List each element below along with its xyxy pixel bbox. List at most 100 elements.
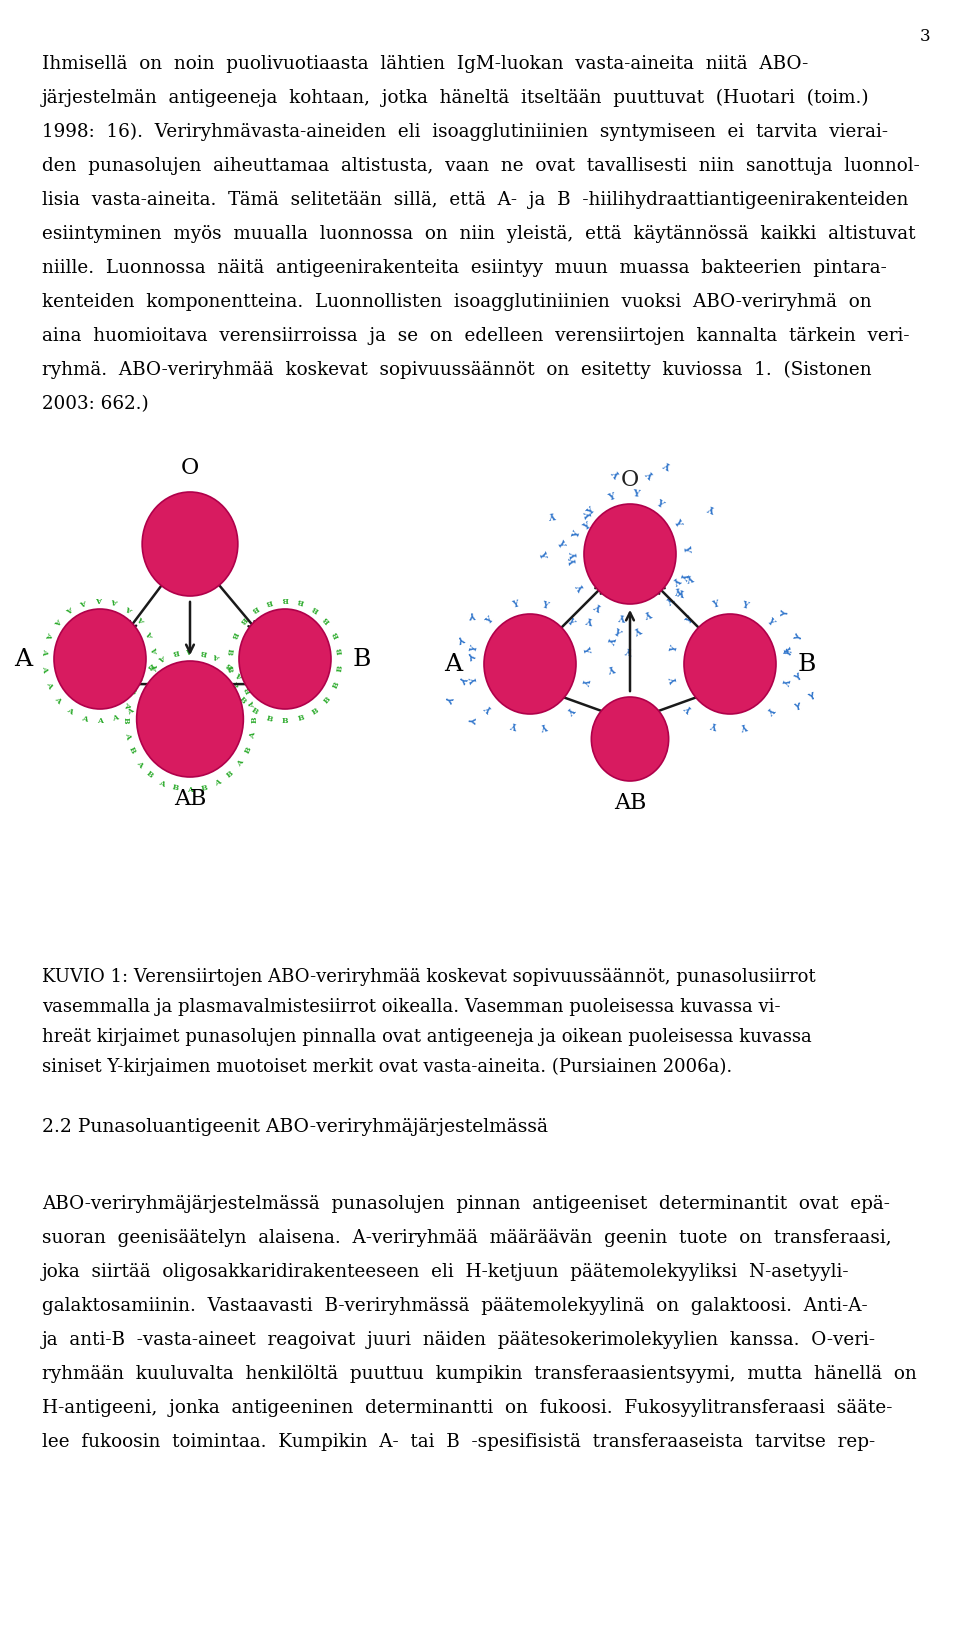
Text: Y: Y — [807, 692, 817, 702]
Text: B: B — [225, 770, 235, 780]
Text: B: B — [122, 717, 130, 723]
Text: Y: Y — [469, 644, 480, 653]
Text: vasemmalla ja plasmavalmistesiirrot oikealla. Vasemman puoleisessa kuvassa vi-: vasemmalla ja plasmavalmistesiirrot oike… — [42, 997, 780, 1015]
Text: O: O — [180, 456, 199, 478]
Text: B: B — [323, 615, 332, 625]
Text: A: A — [97, 595, 103, 603]
Text: A: A — [137, 695, 147, 704]
Text: Y: Y — [580, 676, 590, 686]
Text: hreät kirjaimet punasolujen pinnalla ovat antigeeneja ja oikean puoleisessa kuva: hreät kirjaimet punasolujen pinnalla ova… — [42, 1027, 812, 1045]
Text: B: B — [145, 659, 155, 671]
Text: AB: AB — [174, 788, 206, 809]
Text: Y: Y — [570, 550, 580, 559]
Text: B: B — [145, 770, 155, 780]
Text: B: B — [243, 745, 253, 755]
Text: Y: Y — [470, 608, 477, 618]
Text: A: A — [151, 664, 160, 672]
Text: Y: Y — [781, 610, 791, 616]
Text: Y: Y — [469, 676, 480, 686]
Text: B: B — [237, 615, 248, 625]
Text: A: A — [112, 714, 120, 723]
Text: ryhmään  kuuluvalta  henkilöltä  puuttuu  kumpikin  transferaasientsyymi,  mutta: ryhmään kuuluvalta henkilöltä puuttuu ku… — [42, 1365, 917, 1383]
Text: Y: Y — [672, 572, 683, 583]
Text: Y: Y — [780, 676, 790, 686]
Text: B: B — [172, 783, 180, 793]
Text: Y: Y — [585, 511, 595, 519]
Text: Y: Y — [456, 631, 466, 643]
Ellipse shape — [684, 615, 776, 715]
Text: A: A — [97, 717, 103, 725]
Text: Y: Y — [711, 600, 719, 610]
Text: A: A — [213, 651, 223, 661]
Ellipse shape — [591, 697, 668, 781]
Text: Y: Y — [466, 715, 475, 723]
Text: galaktosamiinin.  Vastaavasti  B-veriryhmässä  päätemolekyylinä  on  galaktoosi.: galaktosamiinin. Vastaavasti B-veriryhmä… — [42, 1297, 868, 1313]
Text: B: B — [265, 597, 274, 606]
Text: B: B — [251, 717, 258, 723]
Text: A: A — [137, 615, 147, 625]
Text: 2.2 Punasoluantigeenit ABO-veriryhmäjärjestelmässä: 2.2 Punasoluantigeenit ABO-veriryhmäjärj… — [42, 1117, 548, 1135]
Text: esiintyminen  myös  muualla  luonnossa  on  niin  yleistä,  että  käytännössä  k: esiintyminen myös muualla luonnossa on n… — [42, 224, 916, 242]
Text: Y: Y — [511, 719, 519, 730]
Text: Y: Y — [580, 644, 590, 653]
Text: Y: Y — [765, 704, 776, 714]
Text: Y: Y — [780, 644, 790, 653]
Text: A: A — [126, 603, 135, 613]
Text: Y: Y — [644, 606, 654, 618]
Text: A: A — [444, 653, 462, 676]
Text: A: A — [123, 700, 132, 707]
Text: A: A — [134, 671, 145, 681]
Text: Y: Y — [554, 539, 565, 549]
Text: A: A — [65, 705, 74, 715]
Text: Y: Y — [564, 615, 576, 626]
Text: Y: Y — [664, 592, 675, 603]
Text: A: A — [81, 597, 88, 606]
Text: Y: Y — [678, 585, 687, 597]
Text: B: B — [225, 659, 235, 671]
Text: A: A — [112, 597, 120, 606]
Text: Y: Y — [646, 468, 658, 480]
Text: B: B — [336, 648, 345, 654]
Text: Y: Y — [607, 491, 616, 503]
Text: Y: Y — [612, 468, 623, 480]
Text: Y: Y — [443, 692, 453, 702]
Text: Y: Y — [681, 544, 690, 552]
Text: A: A — [53, 695, 62, 704]
Text: B: B — [229, 630, 239, 639]
Text: A: A — [44, 630, 54, 639]
Text: Y: Y — [711, 719, 719, 730]
Text: A: A — [40, 648, 49, 654]
Text: Y: Y — [633, 489, 640, 499]
Text: joka  siirtää  oligosakkaridirakenteeseen  eli  H-ketjuun  päätemolekyyliksi  N-: joka siirtää oligosakkaridirakenteeseen … — [42, 1262, 850, 1280]
Text: Y: Y — [684, 615, 695, 626]
Text: Y: Y — [740, 600, 749, 610]
Text: ryhmä.  ABO-veriryhmää  koskevat  sopivuussäännöt  on  esitetty  kuviossa  1.  (: ryhmä. ABO-veriryhmää koskevat sopivuuss… — [42, 361, 872, 379]
Text: Y: Y — [605, 633, 615, 643]
Text: B: B — [250, 705, 259, 715]
Text: Y: Y — [585, 506, 596, 517]
Text: Y: Y — [540, 719, 549, 730]
Text: Y: Y — [484, 704, 495, 714]
Text: B: B — [297, 714, 305, 723]
Text: A: A — [235, 671, 246, 681]
Text: A: A — [126, 705, 135, 715]
Text: B: B — [201, 783, 208, 793]
Text: A: A — [249, 732, 257, 738]
Text: B: B — [172, 646, 180, 656]
Text: A: A — [235, 758, 246, 768]
Text: Y: Y — [670, 644, 680, 653]
Text: Y: Y — [581, 521, 591, 532]
Text: B: B — [250, 603, 259, 613]
Text: Y: Y — [611, 628, 621, 639]
Ellipse shape — [484, 615, 576, 715]
Text: Y: Y — [765, 615, 776, 626]
Text: A: A — [44, 681, 54, 689]
Text: A: A — [146, 681, 156, 689]
Text: Y: Y — [457, 672, 468, 682]
Text: B: B — [331, 681, 341, 689]
Text: B: B — [265, 714, 274, 723]
Text: Y: Y — [685, 570, 695, 582]
Text: Ihmisellä  on  noin  puolivuotiaasta  lähtien  IgM-luokan  vasta-aineita  niitä : Ihmisellä on noin puolivuotiaasta lähtie… — [42, 54, 808, 73]
Text: Y: Y — [620, 610, 628, 620]
Text: lee  fukoosin  toimintaa.  Kumpikin  A-  tai  B  -spesifisistä  transferaaseista: lee fukoosin toimintaa. Kumpikin A- tai … — [42, 1432, 876, 1450]
